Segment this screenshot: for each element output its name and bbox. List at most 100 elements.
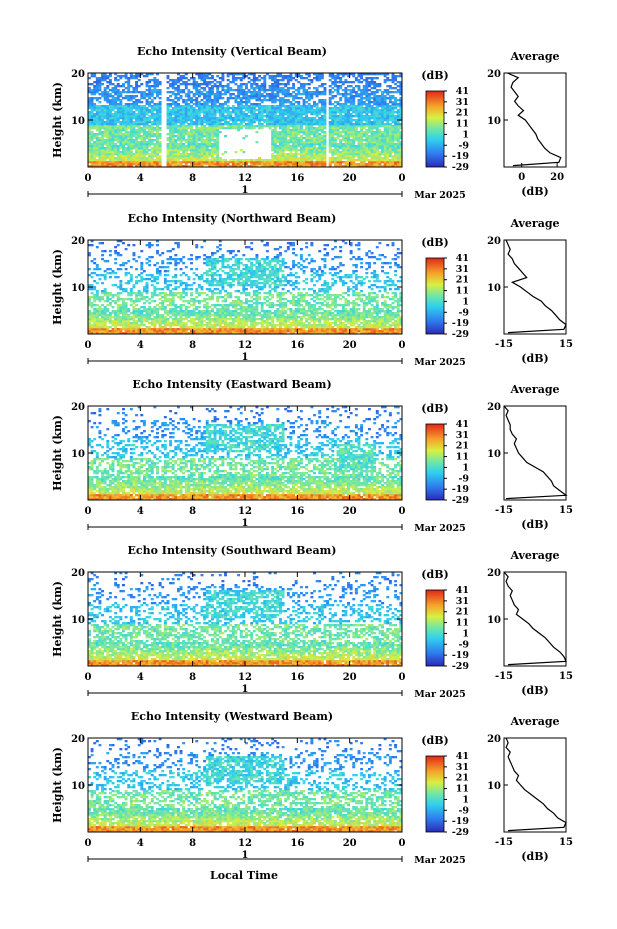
heatmap-cell [316, 159, 319, 161]
heatmap-cell [219, 103, 222, 105]
heatmap-cell [331, 91, 334, 93]
heatmap-cell [303, 83, 306, 85]
heatmap-cell [235, 163, 238, 165]
heatmap-cell [125, 107, 128, 109]
heatmap-cell [214, 127, 217, 129]
heatmap-cell [143, 147, 146, 149]
heatmap-cell [250, 91, 253, 93]
heatmap-cell [271, 75, 274, 77]
heatmap-cell [114, 145, 117, 147]
heatmap-cell [310, 129, 313, 131]
heatmap-cell [135, 75, 138, 77]
heatmap-cell [360, 129, 363, 131]
heatmap-cell [300, 97, 303, 99]
heatmap-cell [177, 89, 180, 91]
heatmap-cell [292, 141, 295, 143]
heatmap-cell [295, 137, 298, 139]
heatmap-cell [104, 99, 107, 101]
heatmap-cell [350, 125, 353, 127]
heatmap-cell [229, 87, 232, 89]
heatmap-cell [153, 145, 156, 147]
heatmap-cell [201, 91, 204, 93]
heatmap-cell [198, 127, 201, 129]
heatmap-cell [174, 89, 177, 91]
heatmap-cell [140, 137, 143, 139]
heatmap-cell [187, 119, 190, 121]
heatmap-cell [350, 153, 353, 155]
heatmap-cell [308, 161, 311, 163]
heatmap-cell [284, 125, 287, 127]
heatmap-cell [355, 127, 358, 129]
heatmap-cell [303, 99, 306, 101]
heatmap-cell [130, 117, 133, 119]
heatmap-cell [125, 157, 128, 159]
heatmap-cell [93, 107, 96, 109]
heatmap-cell [206, 99, 209, 101]
heatmap-cell [206, 117, 209, 119]
heatmap-cell [232, 81, 235, 83]
heatmap-cell [339, 79, 342, 81]
heatmap-cell [91, 161, 94, 163]
heatmap-cell [132, 77, 135, 79]
heatmap-cell [117, 137, 120, 139]
heatmap-cell [93, 163, 96, 165]
heatmap-cell [350, 145, 353, 147]
heatmap-cell [253, 95, 256, 97]
heatmap-cell [91, 163, 94, 165]
heatmap-cell [91, 97, 94, 99]
heatmap-cell [104, 157, 107, 159]
heatmap-cell [119, 129, 122, 131]
heatmap-cell [125, 149, 128, 151]
heatmap-cell [93, 151, 96, 153]
heatmap-cell [295, 145, 298, 147]
heatmap-cell [146, 107, 149, 109]
heatmap-cell [297, 117, 300, 119]
heatmap-cell [295, 139, 298, 141]
heatmap-cell [211, 91, 214, 93]
heatmap-cell [106, 81, 109, 83]
heatmap-cell [91, 93, 94, 95]
heatmap-cell [344, 117, 347, 119]
heatmap-cell [240, 101, 243, 103]
heatmap-cell [101, 147, 104, 149]
heatmap-cell [284, 129, 287, 131]
heatmap-cell [287, 127, 290, 129]
heatmap-cell [248, 119, 251, 121]
heatmap-cell [112, 97, 115, 99]
heatmap-cell [266, 115, 269, 117]
heatmap-cell [303, 137, 306, 139]
heatmap-cell [295, 95, 298, 97]
heatmap-cell [303, 107, 306, 109]
heatmap-cell [122, 107, 125, 109]
heatmap-cell [138, 113, 141, 115]
heatmap-cell [287, 155, 290, 157]
heatmap-cell [308, 119, 311, 121]
heatmap-cell [190, 123, 193, 125]
heatmap-cell [339, 105, 342, 107]
heatmap-cell [287, 121, 290, 123]
heatmap-cell [125, 91, 128, 93]
heatmap-cell [135, 145, 138, 147]
heatmap-cell [363, 97, 366, 99]
heatmap-cell [235, 97, 238, 99]
heatmap-cell [125, 161, 128, 163]
heatmap-cell [211, 147, 214, 149]
heatmap-cell [334, 109, 337, 111]
heatmap-cell [242, 83, 245, 85]
heatmap-cell [101, 153, 104, 155]
heatmap-cell [329, 123, 332, 125]
heatmap-cell [148, 115, 151, 117]
heatmap-cell [305, 161, 308, 163]
heatmap-cell [334, 119, 337, 121]
heatmap-cell [224, 101, 227, 103]
heatmap-cell [274, 143, 277, 145]
heatmap-cell [125, 117, 128, 119]
heatmap-cell [109, 141, 112, 143]
heatmap-cell [187, 147, 190, 149]
heatmap-cell [347, 115, 350, 117]
heatmap-cell [221, 163, 224, 165]
heatmap-cell [153, 117, 156, 119]
heatmap-cell [135, 151, 138, 153]
heatmap-cell [156, 153, 159, 155]
heatmap-cell [365, 141, 368, 143]
